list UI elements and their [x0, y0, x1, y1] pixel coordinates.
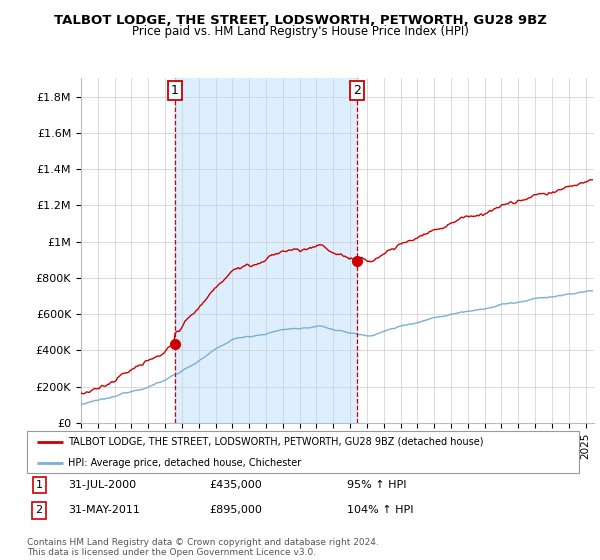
Bar: [175, 78, 357, 423]
Text: 1: 1: [171, 84, 179, 97]
Text: Price paid vs. HM Land Registry's House Price Index (HPI): Price paid vs. HM Land Registry's House …: [131, 25, 469, 38]
Text: 95% ↑ HPI: 95% ↑ HPI: [347, 480, 407, 490]
Text: HPI: Average price, detached house, Chichester: HPI: Average price, detached house, Chic…: [68, 458, 302, 468]
Text: Contains HM Land Registry data © Crown copyright and database right 2024.: Contains HM Land Registry data © Crown c…: [27, 538, 379, 547]
Text: 2: 2: [35, 506, 43, 515]
Text: TALBOT LODGE, THE STREET, LODSWORTH, PETWORTH, GU28 9BZ (detached house): TALBOT LODGE, THE STREET, LODSWORTH, PET…: [68, 437, 484, 447]
Text: 104% ↑ HPI: 104% ↑ HPI: [347, 506, 413, 515]
Text: £895,000: £895,000: [209, 506, 262, 515]
Text: This data is licensed under the Open Government Licence v3.0.: This data is licensed under the Open Gov…: [27, 548, 316, 557]
Text: TALBOT LODGE, THE STREET, LODSWORTH, PETWORTH, GU28 9BZ: TALBOT LODGE, THE STREET, LODSWORTH, PET…: [53, 14, 547, 27]
Text: 2: 2: [353, 84, 361, 97]
Text: £435,000: £435,000: [209, 480, 262, 490]
Text: 31-JUL-2000: 31-JUL-2000: [68, 480, 137, 490]
FancyBboxPatch shape: [27, 431, 579, 473]
Text: 1: 1: [35, 480, 43, 490]
Text: 31-MAY-2011: 31-MAY-2011: [68, 506, 140, 515]
